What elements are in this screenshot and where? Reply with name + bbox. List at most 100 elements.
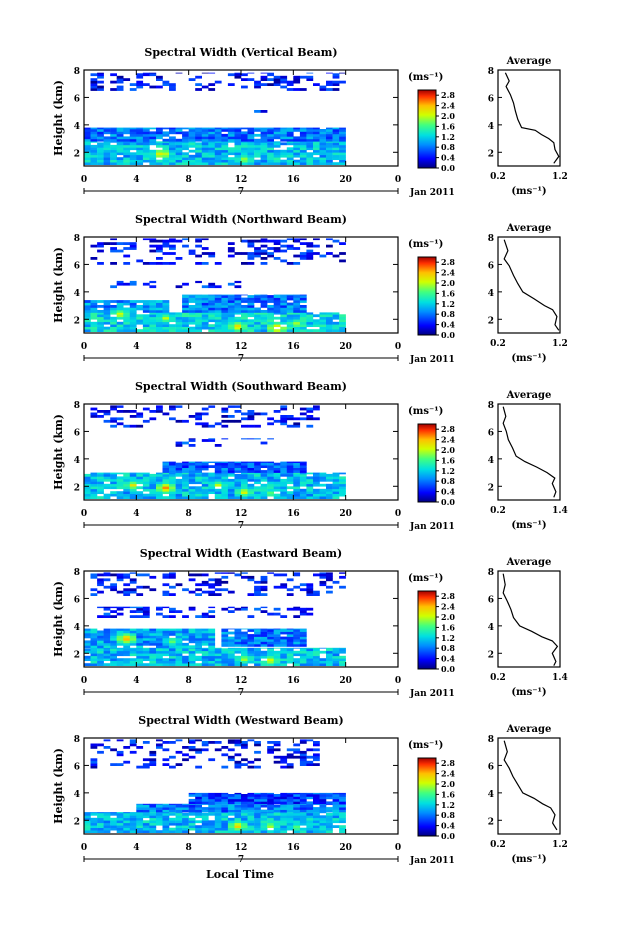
- heatmap-cell: [260, 162, 268, 165]
- y-tick-label: 4: [74, 289, 80, 299]
- heatmap-cell: [149, 72, 157, 74]
- heatmap-cell: [208, 633, 216, 636]
- heatmap-cell: [234, 760, 242, 764]
- heatmap-cell: [214, 138, 222, 142]
- heatmap-cell: [214, 794, 222, 797]
- heatmap-cell: [299, 461, 307, 463]
- heatmap-cell: [326, 572, 333, 574]
- heatmap-cell: [313, 650, 320, 654]
- heatmap-cell: [116, 648, 124, 652]
- heatmap-cell: [116, 478, 124, 482]
- heatmap-cell: [129, 162, 137, 165]
- heatmap-cell: [293, 650, 301, 654]
- heatmap-cell: [273, 636, 281, 640]
- heatmap-cell: [142, 478, 150, 482]
- heatmap-cell: [326, 650, 333, 654]
- heatmap-cell: [319, 157, 327, 160]
- heatmap-cell: [162, 815, 170, 819]
- heatmap-cell: [247, 142, 255, 146]
- heatmap-cell: [241, 660, 248, 664]
- heatmap-cell: [116, 305, 124, 308]
- profile-x-label: (ms⁻¹): [511, 186, 546, 197]
- heatmap-cell: [326, 491, 333, 494]
- heatmap-cell: [103, 830, 111, 833]
- heatmap-cell: [273, 465, 281, 468]
- heatmap-cell: [149, 647, 157, 649]
- heatmap-cell: [116, 825, 124, 828]
- profile-line: [503, 239, 560, 331]
- heatmap-cell: [254, 817, 261, 821]
- heatmap-cell: [221, 307, 229, 311]
- heatmap-cell: [299, 741, 307, 744]
- heatmap-cell: [149, 758, 157, 762]
- heatmap-cell: [195, 314, 202, 318]
- heatmap-cell: [188, 131, 196, 135]
- heatmap-cell: [188, 640, 196, 644]
- heatmap-cell: [306, 314, 314, 318]
- heatmap-cell: [84, 141, 91, 143]
- heatmap-cell: [169, 127, 176, 130]
- heatmap-cell: [123, 640, 131, 644]
- heatmap-cell: [90, 149, 98, 153]
- panel-3: Spectral Width (Southward Beam)2468Heigh…: [52, 380, 568, 532]
- heatmap-cell: [286, 629, 294, 632]
- heatmap-cell: [175, 473, 183, 477]
- heatmap-cell: [267, 157, 274, 160]
- heatmap-cell: [208, 312, 216, 315]
- heatmap-cell: [221, 297, 229, 301]
- heatmap-cell: [208, 583, 216, 587]
- heatmap-cell: [254, 807, 261, 810]
- heatmap-cell: [273, 473, 281, 477]
- heatmap-cell: [97, 750, 104, 754]
- heatmap-cell: [110, 633, 117, 636]
- heatmap-cell: [273, 794, 281, 797]
- heatmap-cell: [103, 326, 111, 330]
- heatmap-cell: [188, 741, 196, 744]
- heatmap-cell: [339, 157, 346, 160]
- heatmap-cell: [293, 239, 301, 243]
- heatmap-cell: [227, 282, 235, 286]
- heatmap-cell: [267, 476, 274, 480]
- heatmap-cell: [267, 300, 274, 303]
- heatmap-cell: [97, 415, 104, 418]
- heatmap-cell: [227, 73, 235, 77]
- heatmap-cell: [247, 467, 255, 471]
- heatmap-cell: [129, 300, 137, 303]
- heatmap-cell: [156, 262, 163, 265]
- heatmap-cell: [319, 483, 327, 487]
- heatmap-cell: [319, 138, 327, 142]
- heatmap-cell: [299, 660, 307, 664]
- heatmap-cell: [136, 637, 144, 641]
- heatmap-cell: [149, 763, 157, 766]
- heatmap-cell: [241, 496, 248, 499]
- heatmap-cell: [221, 162, 229, 165]
- heatmap-cell: [306, 417, 314, 421]
- heatmap-cell: [273, 127, 281, 130]
- heatmap-cell: [175, 827, 183, 831]
- heatmap-cell: [149, 324, 157, 327]
- heatmap-cell: [162, 763, 170, 766]
- panel-title: Spectral Width (Westward Beam): [138, 714, 343, 727]
- heatmap-cell: [142, 282, 150, 286]
- heatmap-cell: [208, 794, 216, 797]
- heatmap-cell: [195, 647, 202, 649]
- heatmap-cell: [149, 329, 157, 332]
- heatmap-cell: [241, 478, 248, 482]
- heatmap-cell: [188, 746, 196, 749]
- heatmap-cell: [254, 461, 261, 463]
- heatmap-cell: [313, 743, 320, 747]
- heatmap-cell: [110, 481, 117, 485]
- heatmap-cell: [339, 796, 346, 800]
- heatmap-cell: [339, 830, 346, 833]
- heatmap-cell: [254, 493, 261, 497]
- colorbar-label: (ms⁻¹): [408, 239, 443, 250]
- profile-frame: [497, 69, 561, 167]
- heatmap-cell: [234, 493, 242, 497]
- heatmap-cell: [103, 572, 111, 574]
- heatmap-cell: [273, 481, 281, 485]
- colorbar-tick-label: 0.4: [441, 320, 455, 330]
- heatmap-cell: [280, 809, 288, 813]
- heatmap-cell: [260, 812, 268, 814]
- heatmap-cell: [129, 154, 137, 158]
- heatmap-cell: [254, 636, 261, 640]
